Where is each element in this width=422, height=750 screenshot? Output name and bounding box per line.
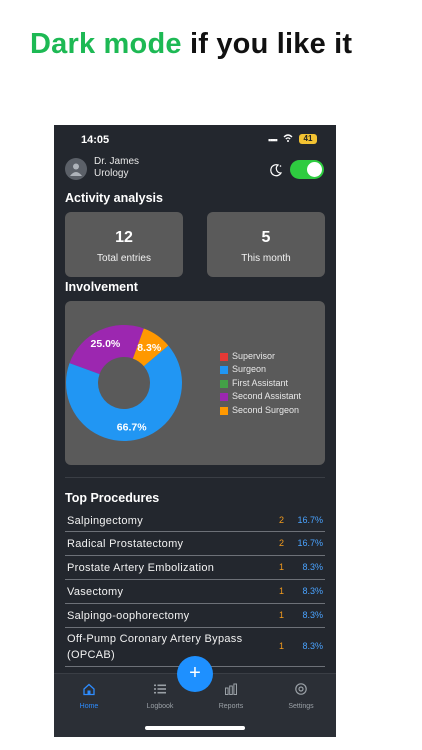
gear-icon	[295, 683, 307, 695]
procedure-row[interactable]: Prostate Artery Embolization 1 8.3%	[65, 556, 325, 580]
procedure-row[interactable]: Radical Prostatectomy 2 16.7%	[65, 532, 325, 556]
add-entry-button[interactable]: +	[177, 656, 213, 692]
procedure-name: Off-Pump Coronary Artery Bypass (OPCAB)	[67, 633, 243, 661]
status-bar: 14:05 ▪▪▪▪ 41	[54, 125, 336, 155]
total-entries-label: Total entries	[97, 253, 151, 264]
pie-slice-second-surgeon	[132, 328, 169, 367]
phone-screen: 14:05 ▪▪▪▪ 41 Dr. James Urology Activity…	[54, 125, 336, 737]
legend-swatch	[220, 353, 228, 361]
bar-chart-icon	[225, 683, 237, 695]
procedure-row[interactable]: Salpingectomy 2 16.7%	[65, 510, 325, 532]
home-icon	[83, 683, 95, 696]
person-icon	[70, 163, 82, 176]
procedure-name: Prostate Artery Embolization	[67, 562, 215, 574]
procedure-percent: 8.3%	[302, 610, 323, 620]
legend-swatch	[220, 393, 228, 402]
list-icon	[154, 684, 166, 694]
legend-label: First Assistant	[232, 377, 289, 388]
headline-accent: Dark mode	[30, 28, 182, 60]
tab-label: Settings	[288, 703, 314, 710]
battery-icon: 41	[299, 134, 317, 144]
toggle-knob	[307, 162, 322, 177]
moon-icon	[270, 164, 283, 177]
tab-settings[interactable]: Settings	[273, 682, 329, 710]
total-entries-card[interactable]: 12 Total entries	[65, 212, 183, 277]
tab-home[interactable]: Home	[61, 682, 117, 710]
profile-name: Dr. James	[94, 156, 140, 167]
procedure-count: 1	[279, 610, 285, 620]
procedure-percent: 8.3%	[302, 586, 323, 596]
tab-logbook[interactable]: Logbook	[132, 682, 188, 710]
involvement-donut-chart: 25.0% 8.3% 66.7%	[65, 325, 182, 441]
involvement-chart-card: 25.0% 8.3% 66.7% Supervisor Surgeon First …	[65, 301, 325, 465]
procedure-count: 1	[279, 586, 285, 596]
procedure-percent: 16.7%	[297, 538, 323, 548]
procedure-percent: 8.3%	[302, 641, 323, 651]
legend-swatch	[220, 406, 228, 415]
involvement-title: Involvement	[65, 280, 138, 294]
legend-swatch	[220, 379, 228, 388]
procedure-count: 2	[279, 538, 285, 548]
tab-reports[interactable]: Reports	[203, 682, 259, 710]
section-divider	[65, 477, 325, 478]
legend-label: Second Surgeon	[232, 404, 300, 415]
headline: Dark mode if you like it	[30, 28, 352, 61]
this-month-value: 5	[261, 229, 271, 246]
procedure-name: Salpingo-oophorectomy	[67, 610, 190, 622]
procedure-percent: 16.7%	[297, 515, 323, 525]
legend-label: Second Assistant	[232, 391, 302, 402]
legend-label: Surgeon	[232, 364, 267, 375]
this-month-card[interactable]: 5 This month	[207, 212, 325, 277]
signal-icon: ▪▪▪▪	[268, 135, 278, 145]
headline-rest: if you like it	[189, 28, 353, 60]
status-time: 14:05	[81, 134, 110, 146]
procedure-count: 2	[279, 515, 285, 525]
home-indicator	[145, 726, 245, 730]
wifi-icon	[283, 134, 293, 142]
total-entries-value: 12	[115, 229, 133, 246]
procedure-name: Vasectomy	[67, 586, 124, 598]
procedure-count: 1	[279, 562, 285, 572]
procedure-count: 1	[279, 641, 285, 651]
legend-swatch	[220, 366, 228, 375]
procedure-percent: 8.3%	[302, 562, 323, 572]
procedure-name: Radical Prostatectomy	[67, 538, 184, 550]
procedure-row[interactable]: Vasectomy 1 8.3%	[65, 580, 325, 604]
pie-slice-label: 66.7%	[117, 421, 147, 433]
pie-slice-label: 25.0%	[91, 338, 121, 350]
procedure-row[interactable]: Salpingo-oophorectomy 1 8.3%	[65, 604, 325, 628]
profile-specialty: Urology	[94, 168, 129, 179]
tab-label: Home	[79, 703, 99, 710]
pie-slice-surgeon	[65, 345, 182, 441]
avatar[interactable]	[65, 158, 87, 180]
this-month-label: This month	[241, 253, 291, 264]
tab-label: Reports	[218, 703, 244, 710]
pie-slice-second-assistant	[69, 325, 144, 375]
dark-mode-toggle[interactable]	[290, 160, 324, 179]
activity-title: Activity analysis	[65, 191, 163, 205]
procedure-name: Salpingectomy	[67, 515, 144, 527]
tab-label: Logbook	[146, 703, 174, 710]
legend-label: Supervisor	[232, 351, 276, 361]
top-procedures-title: Top Procedures	[65, 491, 160, 505]
pie-slice-label: 8.3%	[137, 342, 162, 354]
